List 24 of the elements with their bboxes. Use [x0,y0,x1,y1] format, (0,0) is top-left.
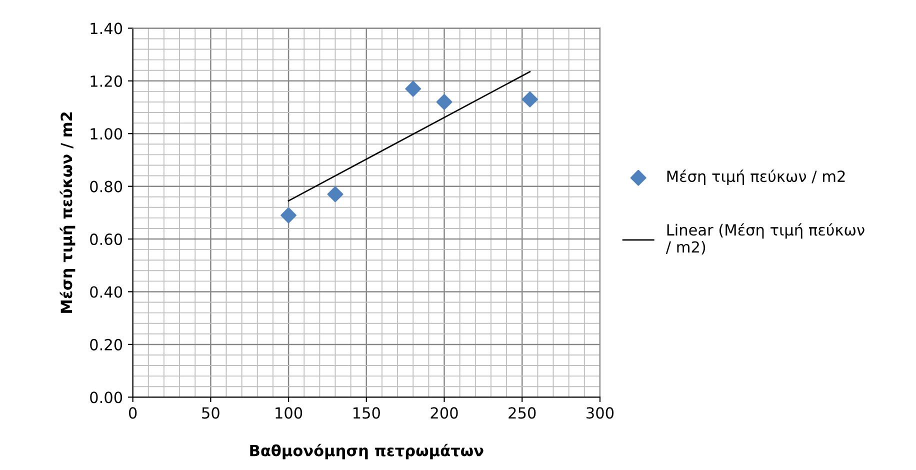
x-tick-label: 150 [353,407,380,419]
y-tick-label: 0.80 [90,180,122,192]
y-axis-title: Μέση τιμή πεύκων / m2 [60,112,76,313]
legend-label: Μέση τιμή πεύκων / m2 [667,170,845,186]
y-tick-label: 1.20 [90,75,122,87]
point [522,91,538,108]
x-tick-label: 0 [128,407,137,419]
y-tick-label: 0.40 [90,286,122,298]
x-tick-label: 200 [430,407,458,419]
y-tick-label: 1.40 [90,22,122,34]
legend-label: Linear (Μέση τιμή πεύκων / m2) [666,223,864,255]
y-tick-label: 0.20 [90,338,122,350]
point [327,186,344,202]
x-tick-label: 250 [508,407,536,419]
x-tick-label: 100 [276,407,302,419]
x-tick-label: 50 [202,407,220,419]
y-tick-label: 0.00 [90,392,122,404]
x-axis-title: Βαθμονόμηση πετρωμάτων [250,444,484,460]
point [436,94,452,110]
y-tick-label: 1.00 [90,128,122,140]
point [280,207,297,224]
y-tick-label: 0.60 [90,233,122,246]
x-tick-label: 300 [586,407,614,419]
point [405,80,422,97]
